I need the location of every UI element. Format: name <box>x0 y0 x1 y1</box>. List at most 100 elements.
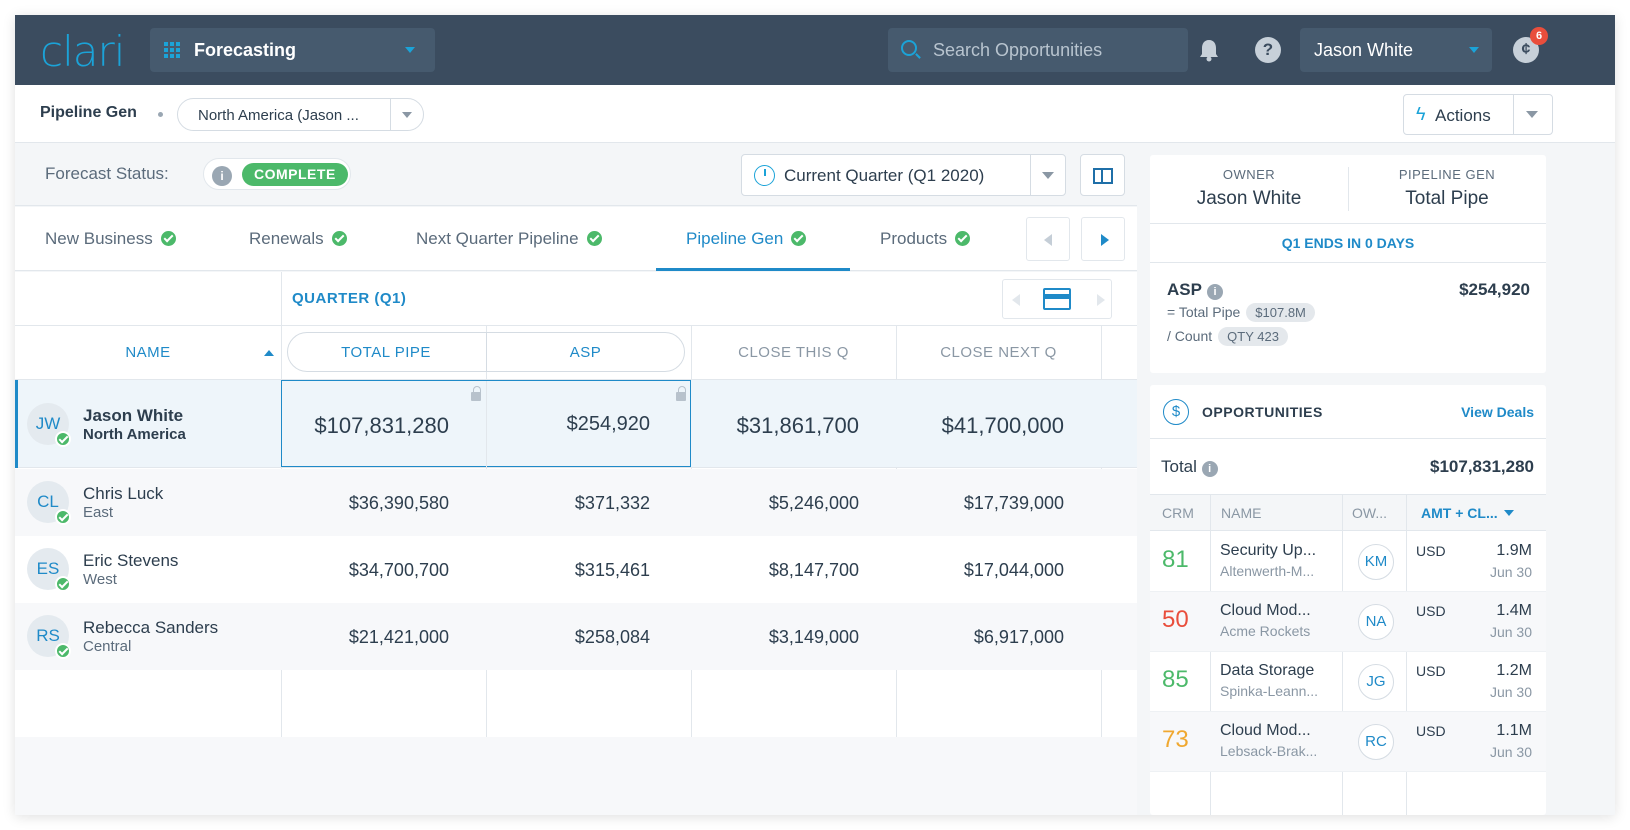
deal-name[interactable]: Data Storage <box>1220 662 1315 679</box>
cell-close-this-q[interactable]: $5,246,000 <box>768 493 859 513</box>
table-row-selected[interactable]: JW Jason White North America $107,831,28… <box>15 380 1137 468</box>
clari-logo[interactable]: clari <box>40 27 125 76</box>
header-close-this-q[interactable]: CLOSE THIS Q <box>738 344 849 361</box>
quarter-label: QUARTER (Q1) <box>292 290 407 307</box>
cell-total-pipe[interactable]: $36,390,580 <box>348 493 449 513</box>
opportunities-title: OPPORTUNITIES <box>1202 404 1323 420</box>
info-icon[interactable]: i <box>1201 461 1218 477</box>
header-name[interactable]: NAME <box>15 326 281 380</box>
chevron-down-icon <box>402 112 412 118</box>
actions-button[interactable]: ϟ Actions <box>1403 94 1553 135</box>
tab-renewals[interactable]: Renewals <box>249 207 347 271</box>
tabs-next-button[interactable] <box>1081 217 1125 261</box>
cell-close-next-q[interactable]: $17,739,000 <box>963 493 1064 513</box>
rep-region: North America <box>83 426 186 443</box>
header-label: NAME <box>125 344 171 361</box>
cell-asp[interactable]: $371,332 <box>574 493 650 513</box>
rep-region: Central <box>83 638 132 655</box>
rep-name[interactable]: Jason White <box>83 406 184 425</box>
owner-avatar[interactable]: JG <box>1358 664 1394 700</box>
avatar: CL <box>27 481 71 525</box>
header-crm[interactable]: CRM <box>1162 505 1194 521</box>
owner-avatar[interactable]: NA <box>1358 604 1394 640</box>
header-owner[interactable]: OW... <box>1352 505 1387 521</box>
deal-name[interactable]: Cloud Mod... <box>1220 602 1311 619</box>
opportunity-row[interactable]: 81 Security Up... Altenwerth-M... KM USD… <box>1150 532 1546 592</box>
header-asp[interactable]: ASP <box>569 344 602 361</box>
column-divider <box>1406 495 1407 815</box>
table-row[interactable]: CL Chris Luck East $36,390,580 $371,332 … <box>15 469 1137 536</box>
calendar-icon[interactable] <box>1043 288 1071 310</box>
table-row[interactable]: RS Rebecca Sanders Central $21,421,000 $… <box>15 603 1137 670</box>
cell-close-this-q[interactable]: $31,861,700 <box>736 413 859 438</box>
tab-label: Pipeline Gen <box>686 229 784 248</box>
header-total-pipe[interactable]: TOTAL PIPE <box>341 344 431 361</box>
app-switcher[interactable]: Forecasting <box>150 28 435 72</box>
cell-asp[interactable]: $258,084 <box>574 627 650 647</box>
chevron-down-icon[interactable] <box>1526 111 1538 118</box>
layout-toggle-button[interactable] <box>1080 154 1125 196</box>
period-select[interactable]: Current Quarter (Q1 2020) <box>741 154 1066 196</box>
summary-card: OWNER Jason White PIPELINE GEN Total Pip… <box>1150 155 1546 373</box>
quarter-header-row: QUARTER (Q1) <box>15 272 1137 326</box>
chevron-right-icon[interactable] <box>1097 294 1105 306</box>
deal-name[interactable]: Cloud Mod... <box>1220 722 1311 739</box>
cell-close-next-q[interactable]: $6,917,000 <box>973 627 1064 647</box>
notification-badge: 6 <box>1530 27 1548 45</box>
tab-products[interactable]: Products <box>880 207 971 271</box>
search-input[interactable] <box>933 38 1173 62</box>
count-chip: QTY 423 <box>1218 327 1288 346</box>
bell-icon[interactable] <box>1198 38 1220 62</box>
search-box[interactable] <box>888 28 1188 72</box>
asp-value: $254,920 <box>1459 280 1530 299</box>
chevron-left-icon[interactable] <box>1012 294 1020 306</box>
check-icon <box>55 509 71 525</box>
avatar-initials: CL <box>37 492 59 511</box>
view-deals-link[interactable]: View Deals <box>1461 404 1534 420</box>
rep-name[interactable]: Rebecca Sanders <box>83 618 219 637</box>
asp-label-text: ASP <box>1167 280 1202 299</box>
info-icon[interactable]: i <box>1206 284 1223 300</box>
column-divider <box>486 381 487 467</box>
deal-account: Acme Rockets <box>1220 623 1311 639</box>
header-amount-close[interactable]: AMT + CL... <box>1421 505 1514 521</box>
opportunity-row[interactable]: 85 Data Storage Spinka-Leann... JG USD 1… <box>1150 652 1546 712</box>
avatar-initials: RS <box>36 626 60 645</box>
cell-close-this-q[interactable]: $3,149,000 <box>768 627 859 647</box>
header-close-next-q[interactable]: CLOSE NEXT Q <box>940 344 1057 361</box>
tab-next-quarter-pipeline[interactable]: Next Quarter Pipeline <box>416 207 602 271</box>
info-icon[interactable]: i <box>212 166 232 186</box>
team-select[interactable]: North America (Jason ... <box>177 98 424 131</box>
deal-amount: 1.9M <box>1496 542 1532 559</box>
cell-close-next-q[interactable]: $41,700,000 <box>941 413 1064 438</box>
deal-amount: 1.4M <box>1496 602 1532 619</box>
help-icon[interactable]: ? <box>1255 37 1281 63</box>
cell-asp[interactable]: $315,461 <box>574 560 650 580</box>
countdown-value: 0 DAYS <box>1364 235 1415 251</box>
rep-name[interactable]: Chris Luck <box>83 484 164 503</box>
tab-new-business[interactable]: New Business <box>45 207 176 271</box>
opportunity-row[interactable]: 50 Cloud Mod... Acme Rockets NA USD 1.4M… <box>1150 592 1546 652</box>
crm-score: 85 <box>1162 666 1189 693</box>
owner-avatar[interactable]: KM <box>1358 544 1394 580</box>
deal-amount: 1.2M <box>1496 662 1532 679</box>
header-name[interactable]: NAME <box>1221 505 1262 521</box>
avatar: RS <box>27 615 71 659</box>
cell-close-this-q[interactable]: $8,147,700 <box>768 560 859 580</box>
cell-total-pipe[interactable]: $107,831,280 <box>314 413 449 438</box>
tab-pipeline-gen[interactable]: Pipeline Gen <box>656 207 850 271</box>
rep-name[interactable]: Eric Stevens <box>83 551 179 570</box>
opportunity-row[interactable]: 73 Cloud Mod... Lebsack-Brak... RC USD 1… <box>1150 712 1546 772</box>
deal-name[interactable]: Security Up... <box>1220 542 1317 559</box>
cell-total-pipe[interactable]: $21,421,000 <box>348 627 449 647</box>
divider <box>1030 155 1031 195</box>
cell-total-pipe[interactable]: $34,700,700 <box>348 560 449 580</box>
cell-asp[interactable]: $254,920 <box>566 413 650 435</box>
cell-close-next-q[interactable]: $17,044,000 <box>963 560 1064 580</box>
empty-row <box>15 737 1137 815</box>
user-menu[interactable]: Jason White <box>1300 28 1492 72</box>
tabs-prev-button[interactable] <box>1026 217 1070 261</box>
owner-avatar[interactable]: RC <box>1358 724 1394 760</box>
quarter-end-countdown: Q1 ENDS IN 0 DAYS <box>1150 223 1546 263</box>
table-row[interactable]: ES Eric Stevens West $34,700,700 $315,46… <box>15 536 1137 603</box>
